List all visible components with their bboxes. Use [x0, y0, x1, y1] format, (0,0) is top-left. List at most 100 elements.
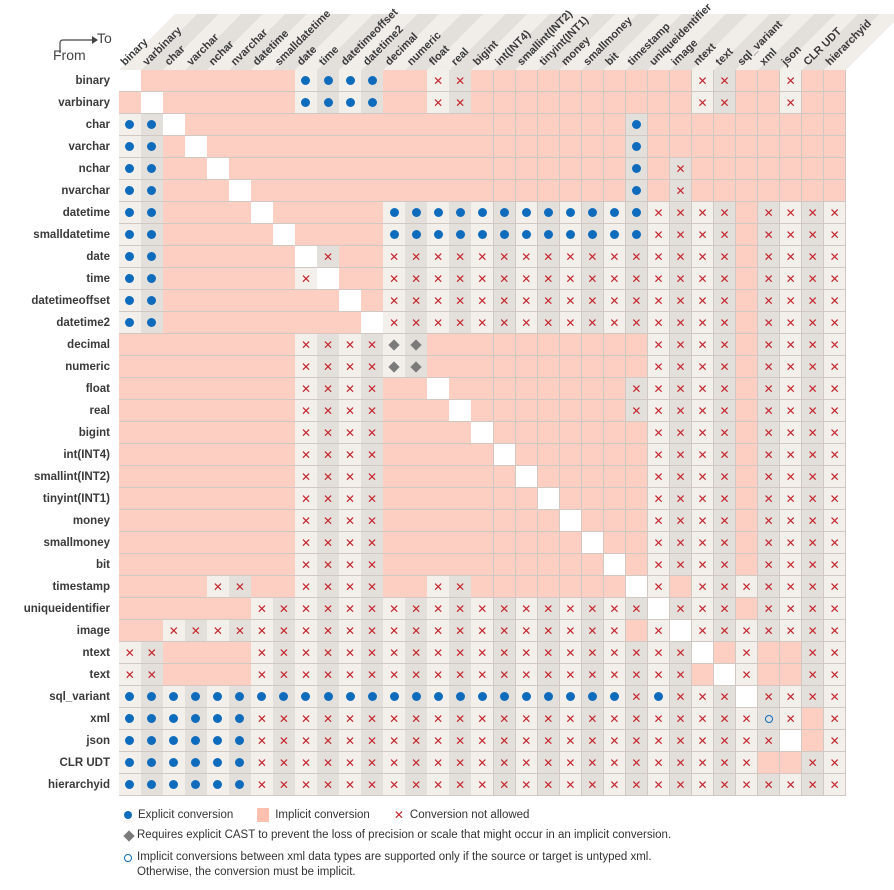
not-allowed-x-icon: ✕ — [675, 227, 686, 242]
cell-implicit — [427, 444, 450, 466]
explicit-dot-icon — [147, 736, 157, 745]
cell-implicit — [229, 246, 252, 268]
cell-not-allowed: ✕ — [647, 488, 671, 510]
cell-implicit — [471, 334, 494, 356]
cell-explicit — [405, 224, 428, 246]
cell-implicit — [163, 290, 186, 312]
not-allowed-x-icon: ✕ — [433, 733, 444, 748]
explicit-dot-icon — [147, 208, 157, 217]
not-allowed-x-icon: ✕ — [455, 73, 466, 88]
legend-circle-line2: Otherwise, the conversion must be implic… — [137, 866, 356, 878]
cell-implicit — [163, 576, 186, 598]
not-allowed-x-icon: ✕ — [411, 315, 422, 330]
cell-implicit — [559, 158, 583, 180]
not-allowed-x-icon: ✕ — [609, 293, 620, 308]
cell-implicit — [119, 598, 142, 620]
cell-implicit — [735, 202, 759, 224]
cell-explicit — [119, 708, 142, 730]
cell-implicit — [185, 532, 208, 554]
not-allowed-x-icon: ✕ — [278, 733, 289, 748]
not-allowed-x-icon: ✕ — [499, 733, 510, 748]
cell-implicit — [251, 356, 274, 378]
not-allowed-x-icon: ✕ — [785, 403, 796, 418]
cell-not-allowed: ✕ — [317, 598, 340, 620]
cell-explicit — [449, 224, 472, 246]
row-header: nchar — [78, 163, 110, 175]
cell-not-allowed: ✕ — [383, 268, 406, 290]
not-allowed-x-icon: ✕ — [433, 711, 444, 726]
not-allowed-x-icon: ✕ — [124, 645, 135, 660]
not-allowed-x-icon: ✕ — [367, 381, 378, 396]
cell-not-allowed: ✕ — [647, 774, 671, 796]
cell-implicit — [405, 378, 428, 400]
not-allowed-x-icon: ✕ — [653, 645, 664, 660]
cell-implicit — [471, 400, 494, 422]
cell-explicit — [163, 752, 186, 774]
cell-not-allowed: ✕ — [339, 378, 362, 400]
not-allowed-x-icon: ✕ — [477, 315, 488, 330]
cell-explicit — [427, 224, 450, 246]
cell-explicit — [141, 268, 164, 290]
explicit-dot-icon — [169, 736, 179, 745]
cell-explicit — [119, 224, 142, 246]
not-allowed-x-icon: ✕ — [829, 271, 840, 286]
not-allowed-x-icon: ✕ — [587, 667, 598, 682]
not-allowed-x-icon: ✕ — [609, 755, 620, 770]
explicit-dot-icon — [191, 736, 201, 745]
cell-not-allowed: ✕ — [823, 774, 847, 796]
not-allowed-x-icon: ✕ — [322, 777, 334, 792]
cell-implicit — [537, 114, 561, 136]
cell-implicit — [185, 202, 208, 224]
not-allowed-x-icon: ✕ — [389, 755, 400, 770]
cell-implicit — [295, 202, 318, 224]
cell-not-allowed: ✕ — [801, 224, 825, 246]
cell-not-allowed: ✕ — [647, 664, 671, 686]
cell-implicit — [383, 576, 406, 598]
not-allowed-x-icon: ✕ — [322, 733, 334, 748]
cell-implicit — [405, 114, 428, 136]
cell-not-allowed: ✕ — [801, 334, 825, 356]
cell-not-allowed: ✕ — [361, 620, 384, 642]
not-allowed-x-icon: ✕ — [719, 403, 730, 418]
cell-implicit — [515, 488, 539, 510]
cell-not-allowed: ✕ — [669, 642, 693, 664]
cell-not-allowed: ✕ — [317, 554, 340, 576]
not-allowed-x-icon: ✕ — [653, 733, 664, 748]
explicit-dot-icon — [125, 120, 135, 129]
cell-implicit — [163, 246, 186, 268]
cell-implicit — [207, 532, 230, 554]
row-header: bit — [95, 559, 110, 571]
cell-implicit — [361, 202, 384, 224]
cell-implicit — [735, 136, 759, 158]
cell-implicit — [295, 158, 318, 180]
cell-implicit — [163, 202, 186, 224]
not-allowed-x-icon: ✕ — [322, 579, 334, 594]
not-allowed-x-icon: ✕ — [345, 557, 356, 572]
cell-implicit — [295, 224, 318, 246]
not-allowed-x-icon: ✕ — [278, 645, 289, 660]
cell-implicit — [625, 532, 649, 554]
cell-not-allowed: ✕ — [581, 730, 605, 752]
cell-implicit — [405, 92, 428, 114]
not-allowed-x-icon: ✕ — [322, 755, 334, 770]
explicit-dot-icon — [323, 692, 333, 701]
not-allowed-x-icon: ✕ — [393, 808, 404, 822]
not-allowed-x-icon: ✕ — [565, 733, 576, 748]
cell-not-allowed: ✕ — [339, 444, 362, 466]
cell-implicit — [515, 444, 539, 466]
cell-same-type — [647, 598, 671, 620]
not-allowed-x-icon: ✕ — [785, 777, 796, 792]
cell-implicit — [471, 532, 494, 554]
not-allowed-x-icon: ✕ — [719, 777, 730, 792]
cell-not-allowed: ✕ — [273, 774, 296, 796]
cell-not-allowed: ✕ — [251, 664, 274, 686]
not-allowed-x-icon: ✕ — [367, 601, 378, 616]
not-allowed-x-icon: ✕ — [697, 535, 708, 550]
not-allowed-x-icon: ✕ — [741, 777, 752, 792]
column-header-band-18 — [515, 14, 594, 70]
diamond-icon — [388, 338, 400, 351]
not-allowed-x-icon: ✕ — [631, 381, 642, 396]
not-allowed-x-icon: ✕ — [345, 535, 356, 550]
cell-not-allowed: ✕ — [493, 774, 517, 796]
cell-implicit — [735, 356, 759, 378]
